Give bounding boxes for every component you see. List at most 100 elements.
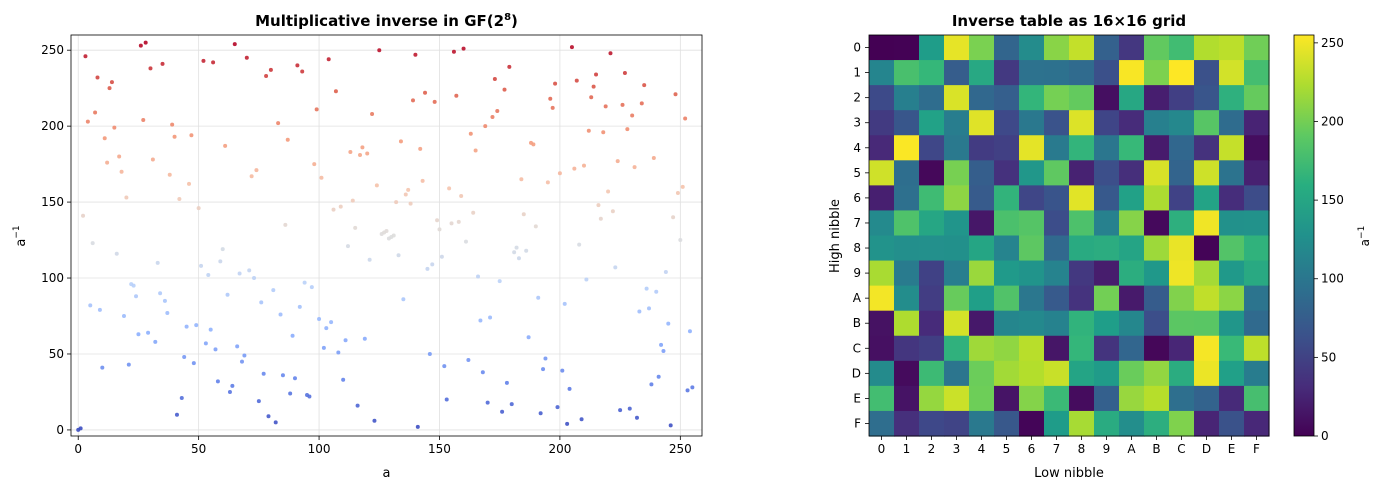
heatmap-cell bbox=[1219, 285, 1245, 312]
heatmap-cell bbox=[1069, 235, 1095, 262]
scatter-point bbox=[377, 48, 382, 53]
heatmap-cell bbox=[1019, 160, 1045, 186]
heatmap-cell bbox=[1019, 385, 1045, 412]
heatmap-title: Inverse table as 16×16 grid bbox=[952, 12, 1186, 30]
heatmap-cell bbox=[944, 110, 970, 136]
scatter-point bbox=[671, 215, 676, 220]
heatmap-y-tick-label: 8 bbox=[853, 241, 861, 255]
heatmap-cell bbox=[1119, 235, 1145, 262]
heatmap-cell bbox=[1169, 285, 1195, 312]
heatmap-cell bbox=[1144, 210, 1170, 237]
heatmap-y-tick-label: 0 bbox=[853, 41, 861, 55]
heatmap-cell bbox=[994, 210, 1020, 237]
scatter-point bbox=[261, 371, 266, 376]
scatter-point bbox=[196, 206, 201, 211]
heatmap-cell bbox=[1169, 260, 1195, 287]
scatter-point bbox=[572, 166, 577, 171]
heatmap-cell bbox=[1019, 235, 1045, 262]
scatter-point bbox=[396, 253, 401, 258]
heatmap-x-tick-label: 7 bbox=[1053, 442, 1061, 456]
heatmap-x-tick-label: 3 bbox=[953, 442, 961, 456]
scatter-point bbox=[639, 101, 644, 106]
scatter-point bbox=[365, 151, 370, 156]
heatmap-cell bbox=[1244, 110, 1270, 136]
heatmap-y-axis-label: High nibble bbox=[828, 199, 843, 273]
scatter-point bbox=[666, 321, 671, 326]
scatter-point bbox=[114, 251, 119, 256]
scatter-point bbox=[591, 84, 596, 89]
scatter-point bbox=[569, 45, 574, 50]
heatmap-cell bbox=[1169, 210, 1195, 237]
scatter-y-tick-label: 50 bbox=[49, 347, 64, 361]
scatter-y-axis-label: a−1 bbox=[12, 225, 29, 246]
scatter-point bbox=[160, 61, 165, 66]
scatter-point bbox=[358, 152, 363, 157]
scatter-point bbox=[333, 89, 338, 94]
scatter-point bbox=[252, 276, 257, 281]
scatter-point bbox=[172, 134, 177, 139]
heatmap-cell bbox=[969, 210, 995, 237]
heatmap-cell bbox=[1194, 335, 1220, 362]
heatmap-cell bbox=[994, 60, 1020, 86]
scatter-point bbox=[321, 345, 326, 350]
heatmap-cell bbox=[1019, 260, 1045, 287]
scatter-point bbox=[199, 263, 204, 268]
scatter-point bbox=[594, 72, 599, 77]
scatter-point bbox=[295, 63, 300, 68]
scatter-point bbox=[454, 93, 459, 98]
heatmap-cell bbox=[994, 310, 1020, 337]
heatmap-cell bbox=[1219, 185, 1245, 212]
scatter-point bbox=[500, 409, 505, 414]
scatter-point bbox=[247, 268, 252, 273]
heatmap-cell bbox=[994, 235, 1020, 262]
scatter-point bbox=[608, 51, 613, 56]
heatmap-cell bbox=[1019, 85, 1045, 111]
heatmap-cell bbox=[944, 335, 970, 362]
heatmap-y-tick-label: E bbox=[853, 391, 861, 405]
heatmap-x-tick-label: D bbox=[1202, 442, 1211, 456]
scatter-point bbox=[524, 248, 529, 253]
heatmap-y-tick-label: F bbox=[854, 416, 861, 430]
heatmap-cell bbox=[1219, 260, 1245, 287]
heatmap-cell bbox=[894, 260, 920, 287]
heatmap-cell bbox=[1019, 360, 1045, 387]
scatter-point bbox=[302, 280, 307, 285]
scatter-point bbox=[203, 341, 208, 346]
scatter-point bbox=[319, 175, 324, 180]
heatmap-cell bbox=[919, 410, 945, 437]
scatter-chart: 0 50 100 150 200 250 0 50 100 150 200 250 Multipli… bbox=[12, 12, 703, 481]
heatmap-cell bbox=[944, 85, 970, 111]
heatmap-cell bbox=[869, 335, 895, 362]
scatter-point bbox=[170, 122, 175, 127]
scatter-y-tick-label: 200 bbox=[41, 119, 64, 133]
heatmap-cell bbox=[944, 410, 970, 437]
scatter-point bbox=[90, 241, 95, 246]
scatter-point bbox=[201, 58, 206, 63]
scatter-point bbox=[153, 339, 158, 344]
colorbar-label: a−1 bbox=[1357, 226, 1372, 247]
scatter-point bbox=[131, 283, 136, 288]
heatmap-cell bbox=[869, 210, 895, 237]
scatter-point bbox=[543, 356, 548, 361]
scatter-y-tick-label: 150 bbox=[41, 195, 64, 209]
heatmap-cell bbox=[1094, 310, 1120, 337]
scatter-point bbox=[502, 87, 507, 92]
scatter-point bbox=[615, 159, 620, 164]
heatmap-cell bbox=[1244, 310, 1270, 337]
scatter-title: Multiplicative inverse in GF(28) bbox=[255, 12, 518, 30]
heatmap-cell bbox=[869, 160, 895, 186]
heatmap-cell bbox=[894, 60, 920, 86]
heatmap-cell bbox=[994, 285, 1020, 312]
scatter-point bbox=[317, 317, 322, 322]
heatmap-cell bbox=[1219, 410, 1245, 437]
scatter-point bbox=[637, 309, 642, 314]
scatter-point bbox=[158, 291, 163, 296]
scatter-point bbox=[264, 74, 269, 79]
heatmap-cell bbox=[1069, 260, 1095, 287]
scatter-point bbox=[601, 130, 606, 135]
heatmap-cell bbox=[919, 210, 945, 237]
heatmap-cell bbox=[894, 285, 920, 312]
heatmap-cell bbox=[1019, 335, 1045, 362]
scatter-point bbox=[285, 137, 290, 142]
heatmap-cell bbox=[1069, 60, 1095, 86]
